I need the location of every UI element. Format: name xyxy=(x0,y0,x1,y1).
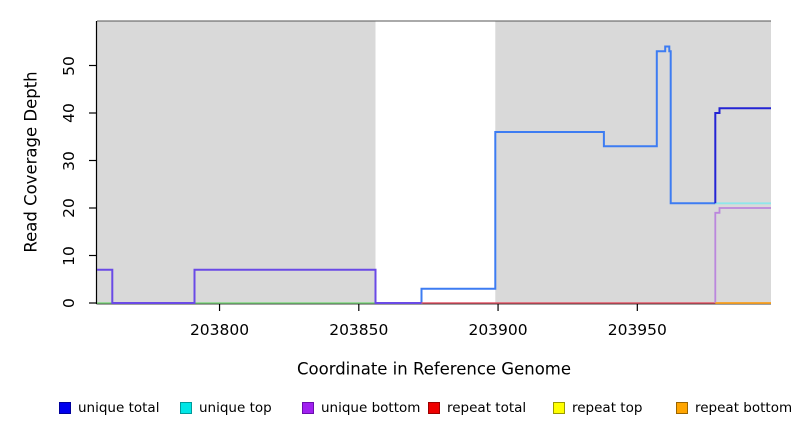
legend-label: repeat top xyxy=(572,400,643,416)
unique-bottom-right-line xyxy=(714,207,771,303)
chart-legend: unique total unique top unique bottom repea… xyxy=(0,398,792,422)
y-tick-label: 20 xyxy=(60,198,78,218)
repeat-region-1 xyxy=(97,21,376,303)
legend-item-unique-bottom: unique bottom xyxy=(302,398,420,418)
shaded-repeat-regions xyxy=(97,21,771,303)
legend-label: unique bottom xyxy=(321,400,421,416)
y-tick-label: 0 xyxy=(60,298,78,308)
legend-item-repeat-total: repeat total xyxy=(428,398,526,418)
unique-total-right-line xyxy=(714,107,771,204)
x-tick-label: 203850 xyxy=(329,321,389,339)
legend-swatch-icon xyxy=(428,402,440,414)
legend-label: unique top xyxy=(199,400,272,416)
legend-label: repeat total xyxy=(447,400,527,416)
series-lines xyxy=(97,45,771,304)
y-tick-label: 40 xyxy=(60,103,78,123)
axis-ticks xyxy=(89,64,638,311)
legend-swatch-icon xyxy=(302,402,314,414)
legend-swatch-icon xyxy=(676,402,688,414)
legend-swatch-icon xyxy=(553,402,565,414)
legend-swatch-icon xyxy=(59,402,71,414)
unique-total-main-line xyxy=(375,45,716,304)
legend-item-unique-top: unique top xyxy=(180,398,272,418)
y-tick-label: 50 xyxy=(60,55,78,76)
legend-swatch-icon xyxy=(180,402,192,414)
legend-label: unique total xyxy=(78,400,160,416)
x-tick-label: 203800 xyxy=(189,321,250,339)
x-tick-label: 203950 xyxy=(607,321,667,339)
legend-label: repeat bottom xyxy=(695,400,792,416)
y-axis-title: Read Coverage Depth xyxy=(21,71,41,253)
unique-bottom-left-line xyxy=(97,268,422,304)
legend-item-unique-total: unique total xyxy=(59,398,159,418)
y-tick-label: 10 xyxy=(60,245,78,266)
repeat-region-2 xyxy=(495,21,771,303)
legend-item-repeat-bottom: repeat bottom xyxy=(676,398,792,418)
y-tick-label: 30 xyxy=(60,150,78,171)
x-axis-title: Coordinate in Reference Genome xyxy=(296,359,572,379)
x-tick-label: 203900 xyxy=(468,321,528,339)
legend-item-repeat-top: repeat top xyxy=(553,398,642,418)
